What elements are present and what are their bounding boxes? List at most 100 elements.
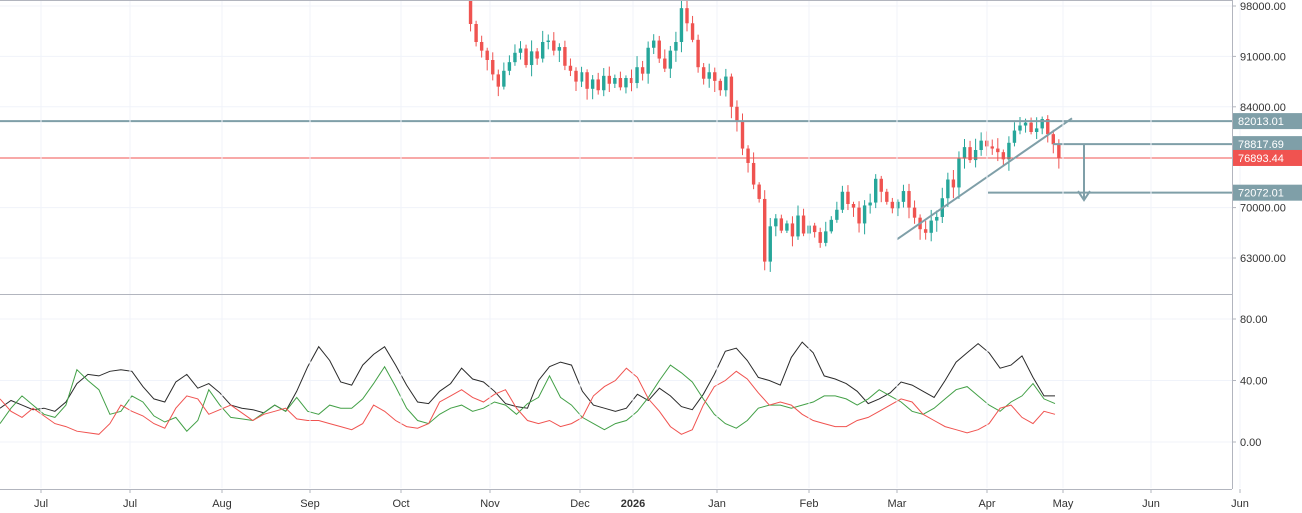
candle-body [502,70,506,87]
candle [996,138,1000,162]
candle-body [868,202,872,206]
candle-body [1007,142,1011,160]
candle-body [640,67,645,74]
candle [1007,136,1011,171]
candle-body [724,76,728,91]
candle [618,71,623,91]
candle-body [629,78,634,84]
candle-body [912,207,917,218]
candle [701,63,706,85]
candle-body [979,140,983,150]
candle-body [968,147,972,161]
candle-body [935,216,939,221]
candle [935,210,939,232]
candle-body [835,209,839,220]
candle [557,43,562,63]
candle-body [529,51,534,66]
candle-body [685,8,689,24]
candle [585,69,589,100]
candle-body [846,191,850,204]
candle [685,0,689,32]
candle [890,197,895,214]
candle [835,201,839,223]
oscillator-pane[interactable] [0,318,1232,443]
candle [596,72,600,95]
candle [563,40,567,71]
candle-body [840,191,845,210]
level-label-background [1233,184,1302,201]
candle-body [546,40,550,42]
candle [718,78,722,96]
candle-body [663,58,667,69]
time-tick-label: Jul [123,498,137,510]
trendline[interactable] [896,117,1073,241]
candle [491,52,495,81]
candle-body [707,72,711,79]
candle [529,40,534,77]
candle [640,60,645,81]
candle [546,34,550,50]
candle-body [824,231,828,243]
candle-body [674,42,678,51]
candle [862,200,867,235]
candle [763,190,767,271]
candle-body [796,215,800,237]
candle-body [713,72,717,81]
candle [957,151,961,199]
candle [779,214,784,234]
candle [574,67,578,91]
candle [824,221,828,247]
level-label-background [1233,149,1302,166]
candle-body [801,215,806,234]
time-tick-label: Dec [570,498,590,510]
price-pane[interactable] [0,0,1232,272]
candle-body [1001,152,1006,160]
candle-body [552,40,556,51]
candle-body [657,40,661,59]
candle-body [862,205,867,224]
arrow-head [1077,190,1091,202]
candle-body [857,207,861,224]
candle-body [1034,128,1039,132]
candle [818,227,822,248]
candle-body [779,218,784,231]
candle [751,152,756,190]
candle [602,68,606,97]
candle-body [479,42,484,51]
oscillator-series-line [0,364,1056,432]
level-label-background [1233,136,1302,153]
candle [990,139,994,155]
candle [851,201,856,217]
candle-body [957,158,961,188]
candle-body [774,218,778,227]
time-tick-label: Jan [708,498,726,510]
candle-body [735,106,739,122]
candle-body [785,223,789,231]
candle-body [496,74,500,87]
candle [535,48,539,65]
candle-body [885,191,889,202]
candle [1001,149,1006,165]
candle [607,66,611,93]
candle [724,68,728,97]
oscillator-series-line [0,367,1056,435]
candle-body [746,148,750,163]
candle [696,34,700,73]
candle [474,20,478,47]
candle-body [579,72,584,82]
price-tick-label: 98000.00 [1240,1,1286,13]
candle-body [607,75,611,84]
arrow-down-annotation[interactable] [1077,144,1091,202]
candle-body [574,70,578,82]
time-tick-label: Mar [888,498,907,510]
candle [518,41,523,60]
candle [468,0,473,32]
candle [768,217,772,272]
candle [885,188,889,205]
candle [624,75,628,94]
time-tick-label: Apr [978,498,995,510]
candle [690,15,695,43]
candle-body [718,80,722,91]
